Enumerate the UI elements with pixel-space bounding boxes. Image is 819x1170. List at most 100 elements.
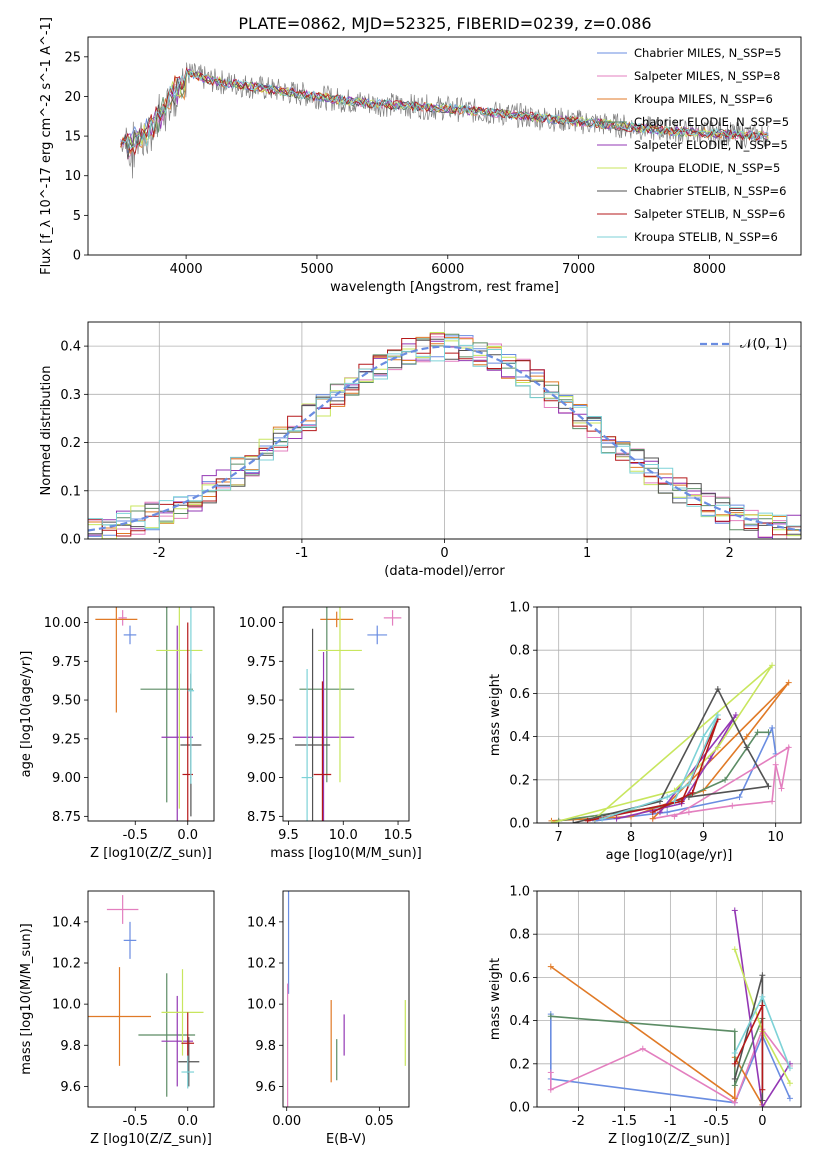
x-tick-label: 8 [627,830,635,845]
y-tick-label: 10.00 [44,616,81,631]
weight-series [601,714,719,820]
weight-series [551,682,790,822]
x-axis-label: (data-model)/error [384,564,505,579]
x-tick-label: 5000 [300,262,333,277]
x-axis-label: wavelength [Angstrom, rest frame] [330,280,559,295]
y-tick-label: 10.2 [247,957,276,972]
x-tick-label: 0 [440,546,448,561]
y-tick-label: 0.2 [509,773,530,788]
weight-series [652,745,790,820]
y-tick-label: 9.00 [247,771,276,786]
legend-entry: Chabrier ELODIE, N_SSP=5 [634,115,789,129]
axes-frame [536,890,802,1108]
y-tick-label: 10.00 [239,616,276,631]
x-axis-label: age [log10(age/yr)] [606,848,733,863]
y-tick-label: 8.75 [247,810,276,825]
y-tick-label: 0.2 [509,1057,530,1072]
y-tick-label: 1.0 [509,885,530,900]
x-tick-label: 4000 [170,262,203,277]
y-tick-label: 0.1 [60,484,81,499]
y-tick-label: 10.0 [52,998,81,1013]
x-tick-label: 0 [758,1114,766,1129]
x-tick-label: 0.00 [272,1114,301,1129]
normal-curve [88,345,801,532]
axes-frame [87,321,802,540]
legend-entry: 𝒩(0, 1) [740,337,787,352]
y-tick-label: 0.0 [509,817,530,832]
y-tick-label: 9.75 [247,655,276,670]
x-axis-label: Z [log10(Z/Z_sun)] [608,1132,730,1147]
y-tick-label: 9.50 [247,694,276,709]
age-vs-mass-panel: 9.5 10.0 10.5 8.75 9.00 9.25 9.50 9.75 10.00 mass… [239,606,422,861]
legend-entry: Kroupa STELIB, N_SSP=6 [634,230,778,244]
residual-histogram [88,338,801,539]
y-tick-label: 10.4 [52,915,81,930]
legend-entry: Kroupa MILES, N_SSP=6 [634,92,773,106]
y-tick-label: 9.6 [255,1080,276,1095]
y-tick-label: 9.8 [255,1039,276,1054]
y-tick-label: 9.8 [60,1039,81,1054]
legend-entry: Kroupa ELODIE, N_SSP=5 [634,161,780,175]
weight-series [594,725,777,822]
plot-content [548,662,792,823]
x-tick-label: 1 [583,546,591,561]
legend-entry: Chabrier MILES, N_SSP=5 [634,46,781,60]
plot-content [88,895,204,1097]
mass-vs-extinction-panel: 0.00 0.05 9.6 9.8 10.0 10.2 10.4 E(B-V) [247,890,410,1147]
axes-frame [87,890,215,1108]
x-tick-label: 9.5 [278,828,299,843]
axes-frame [536,606,802,824]
plot-content [287,891,406,1107]
x-tick-label: 2 [726,546,734,561]
x-tick-label: -0.5 [123,828,148,843]
mass-weight-vs-metallicity-panel: -2 -1.5 -1 -0.5 0 0.0 0.2 0.4 0.6 0.8 1.0 Z [log10(… [488,885,802,1147]
x-axis-label: E(B-V) [326,1132,366,1147]
x-tick-label: -2 [153,546,166,561]
y-tick-label: 9.00 [52,771,81,786]
plot-content [95,607,203,821]
y-tick-label: 0.4 [60,340,81,355]
y-tick-label: 0.2 [60,436,81,451]
model-spectrum [120,68,769,148]
x-tick-label: 8000 [693,262,726,277]
x-tick-label: 0.05 [365,1114,394,1129]
y-tick-label: 0.4 [509,730,530,745]
model-spectrum [120,69,769,149]
axes-frame [282,890,410,1108]
y-tick-label: 25 [64,50,81,65]
x-tick-label: 9 [699,830,707,845]
x-tick-label: -1 [664,1114,677,1129]
y-tick-label: 10.2 [52,957,81,972]
y-tick-label: 5 [73,209,81,224]
y-tick-label: 15 [64,130,81,145]
x-tick-label: 7 [555,830,563,845]
x-tick-label: -1.5 [612,1114,637,1129]
x-tick-label: -2 [572,1114,585,1129]
y-tick-label: 0.6 [509,971,530,986]
y-tick-label: 10.0 [247,998,276,1013]
y-tick-label: 9.50 [52,694,81,709]
y-tick-label: 0.0 [509,1101,530,1116]
axes-frame [87,36,802,256]
y-tick-label: 9.6 [60,1080,81,1095]
y-tick-label: 0.4 [509,1014,530,1029]
plot-area: 4000 5000 6000 7000 80000510152025wavelength… [19,17,802,1147]
y-axis-label: mass weight [488,674,503,756]
y-tick-label: 10 [64,169,81,184]
x-tick-label: 0.0 [177,828,198,843]
legend-entry: Salpeter ELODIE, N_SSP=5 [634,138,788,152]
y-tick-label: 0.8 [509,928,530,943]
x-axis-label: Z [log10(Z/Z_sun)] [90,846,212,861]
y-axis-label: age [log10(age/yr)] [19,651,34,778]
y-tick-label: 9.25 [52,732,81,747]
plot-content [547,907,793,1107]
x-tick-label: 10 [767,830,784,845]
x-tick-label: -0.5 [704,1114,729,1129]
axes-frame [282,606,410,822]
mass-weight-vs-age-panel: 7 8 9 10 0.0 0.2 0.4 0.6 0.8 1.0 age [log10(age/yr… [488,601,802,863]
y-tick-label: 0.8 [509,644,530,659]
x-axis-label: Z [log10(Z/Z_sun)] [90,1132,212,1147]
y-tick-label: 10.4 [247,915,276,930]
x-tick-label: -0.5 [123,1114,148,1129]
